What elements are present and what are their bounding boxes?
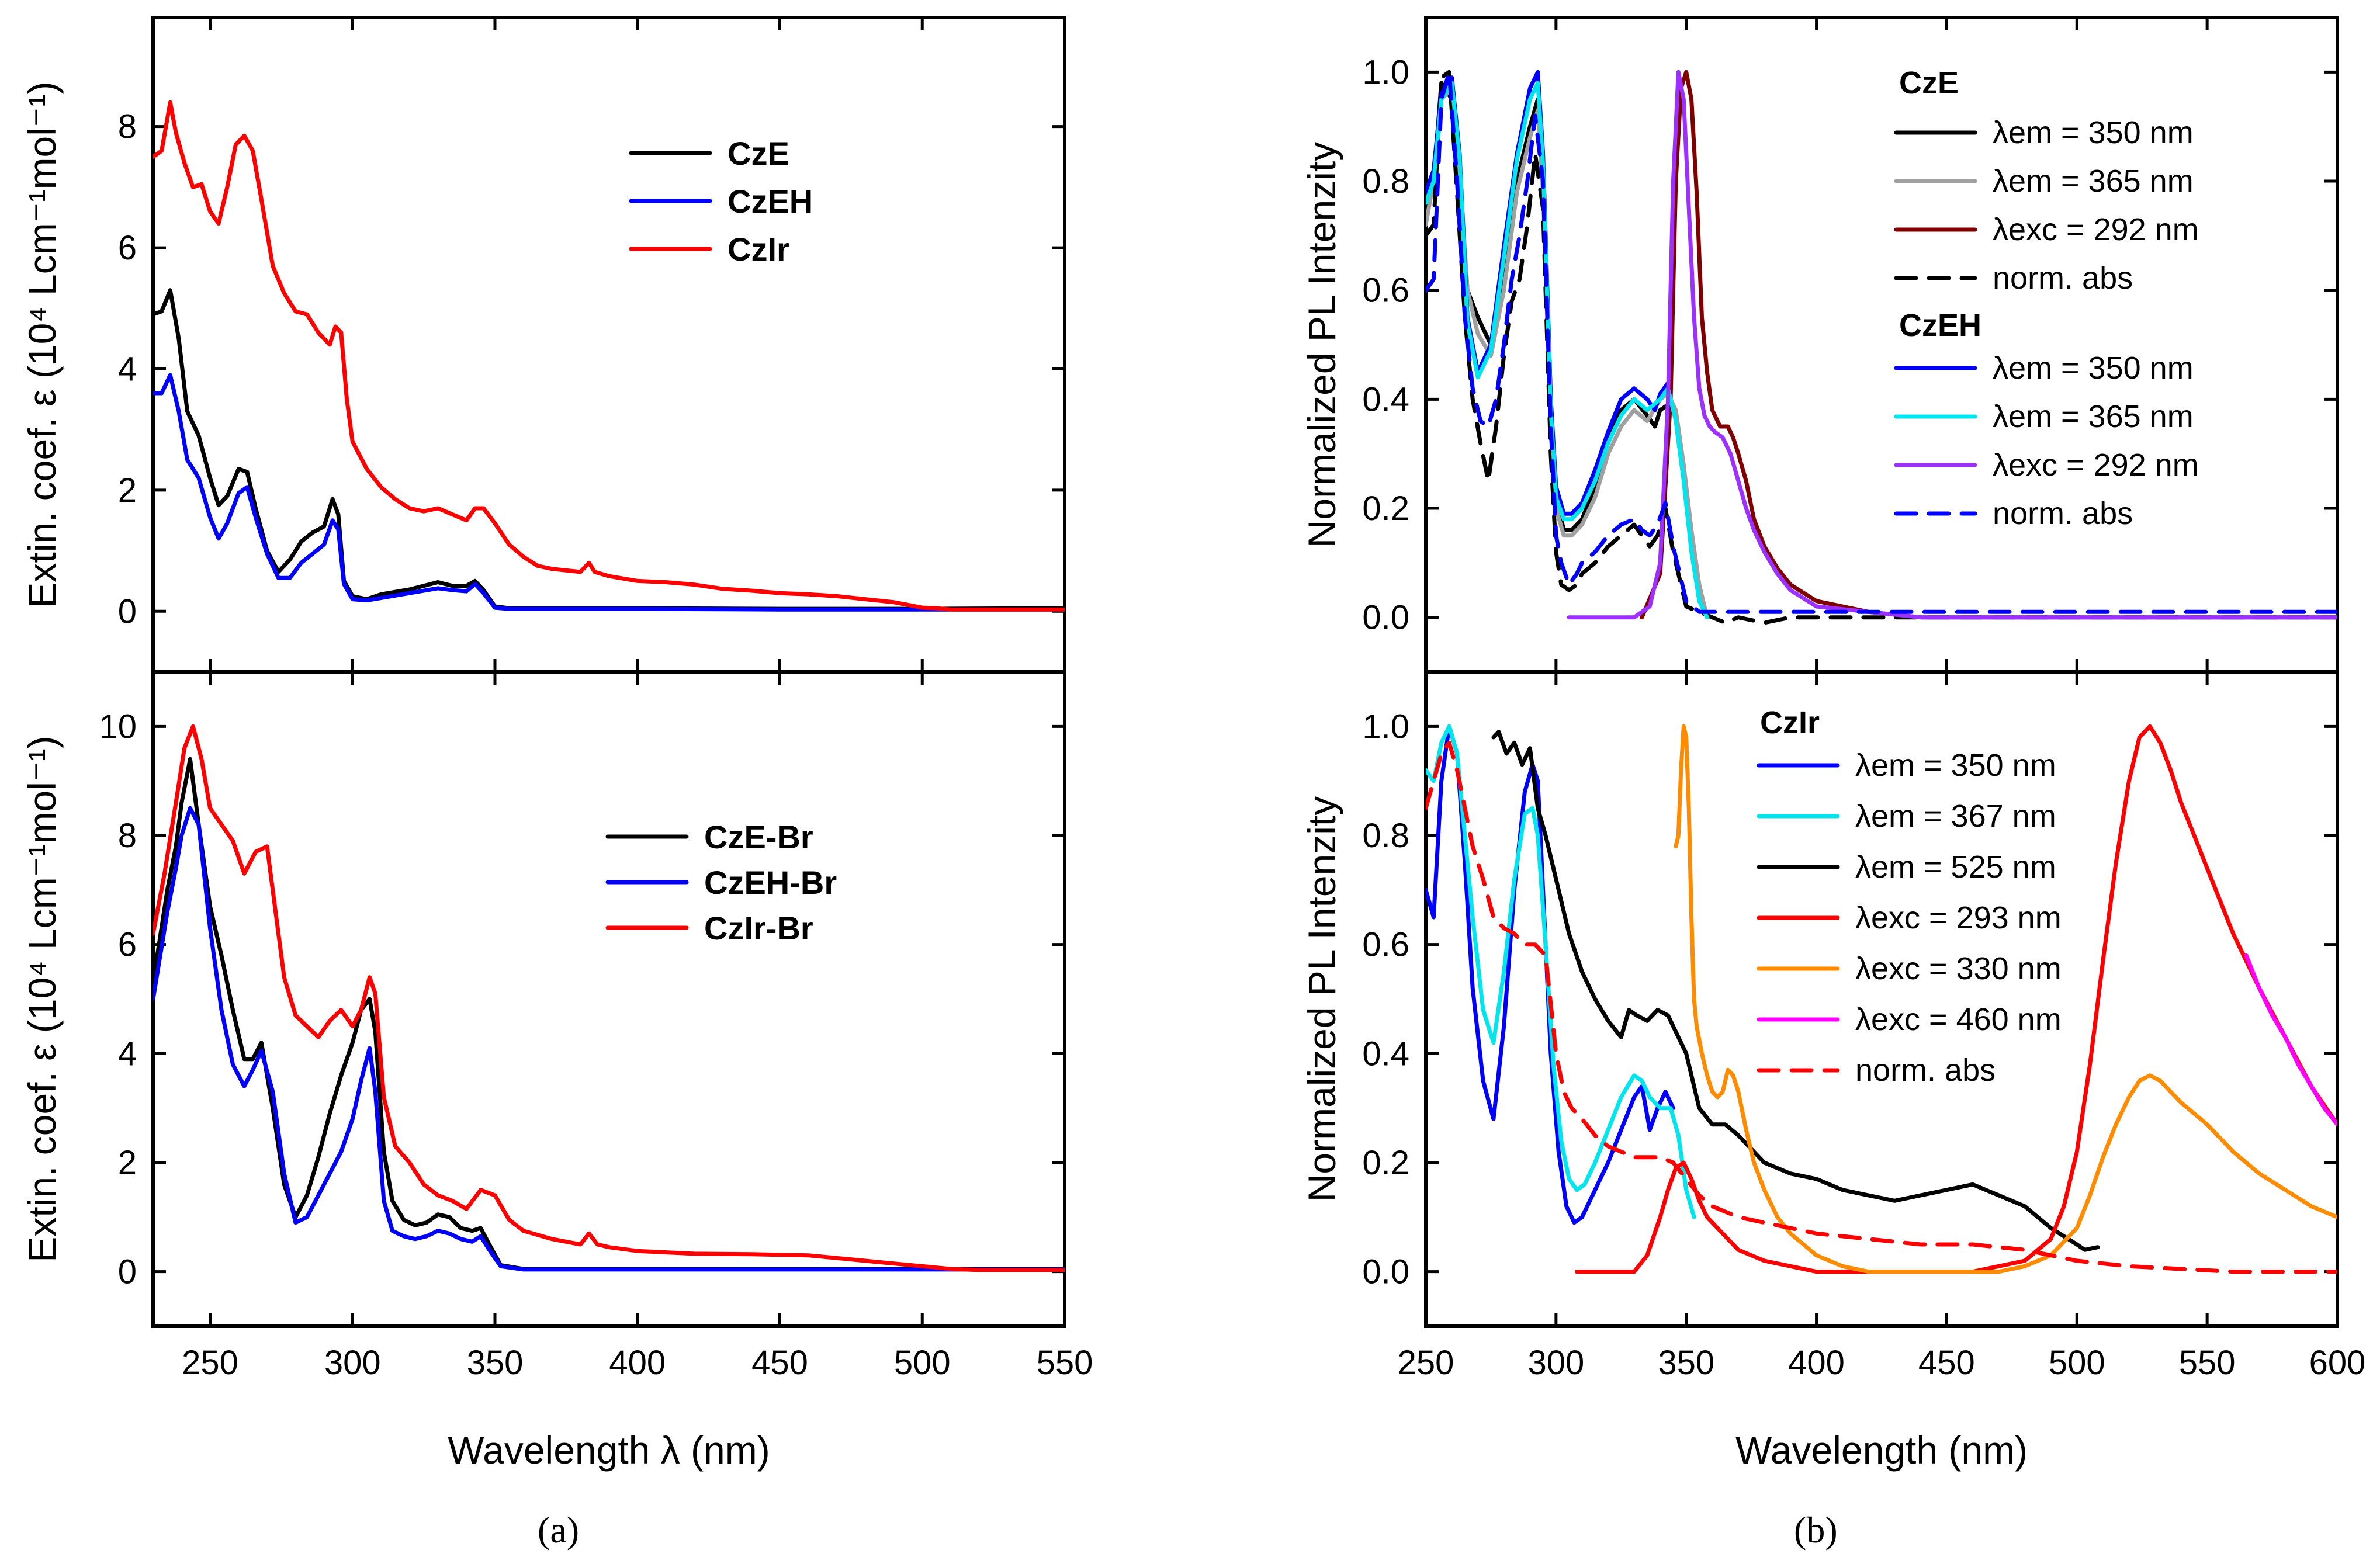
x-axis-label-a: Wavelength λ (nm) <box>448 1428 770 1472</box>
panel-caption-a: (a) <box>538 1509 579 1551</box>
legend-label-czir-br: CzIr-Br <box>704 910 813 946</box>
x-tick-label-a-bottom-3: 400 <box>609 1344 666 1382</box>
y-tick-label-a-top-3: 6 <box>118 229 137 267</box>
legend-group-cze: CzE <box>1899 65 1959 100</box>
series-line-b-bottom-3 <box>1575 724 2337 1274</box>
y-axis-label-a-bottom: Extin. coef. ε (10⁴ Lcm⁻¹mol⁻¹) <box>20 736 64 1262</box>
x-tick-label-b-bottom-3: 400 <box>1788 1344 1845 1382</box>
x-tick-label-b-bottom-7: 600 <box>2309 1344 2366 1382</box>
legend-b-bottom: CzIr λem = 350 nm λem = 367 nm λem = 525… <box>1757 705 2062 1088</box>
y-tick-label-b-top-4: 0.8 <box>1362 162 1409 200</box>
chart-b-top: 0.0 0.2 0.4 0.6 0.8 1.0 <box>1362 16 2339 674</box>
series-line-a-bottom-0 <box>153 757 1065 1271</box>
x-tick-label-b-bottom-1: 300 <box>1527 1344 1584 1382</box>
y-tick-label-b-bottom-2: 0.4 <box>1362 1035 1409 1073</box>
y-tick-label-b-top-0: 0.0 <box>1362 599 1409 637</box>
legend-a-bottom: CzE-Br CzEH-Br CzIr-Br <box>605 819 837 946</box>
legend-label-czir-exc460: λexc = 460 nm <box>1855 1002 2062 1037</box>
legend-b-top: CzE λem = 350 nm λem = 365 nm λexc = 292… <box>1894 65 2199 531</box>
chart-a-bottom: 0 2 4 6 8 10 250 300 350 400 450 500 550 <box>99 670 1093 1382</box>
legend-label-czeh: CzEH <box>727 183 813 220</box>
series-line-b-top-3 <box>1426 70 2337 625</box>
legend-label-czeh-abs: norm. abs <box>1993 496 2133 531</box>
legend-label-cze-em350: λem = 350 nm <box>1993 115 2194 150</box>
legend-label-czir-em367: λem = 367 nm <box>1855 799 2056 834</box>
series-line-b-top-7 <box>1426 70 2337 614</box>
y-tick-label-b-bottom-5: 1.0 <box>1362 708 1409 745</box>
y-tick-label-b-bottom-1: 0.2 <box>1362 1144 1409 1182</box>
x-tick-label-a-bottom-4: 450 <box>751 1344 808 1382</box>
series-line-b-top-6 <box>1567 70 2337 620</box>
plot-frame-b-bottom <box>1424 670 2339 1328</box>
x-tick-label-a-bottom-6: 550 <box>1037 1344 1093 1382</box>
series-line-a-top-2 <box>153 100 1065 612</box>
chart-b-bottom: 0.0 0.2 0.4 0.6 0.8 1.0 250 300 350 400 450 500 550 6… <box>1362 670 2366 1382</box>
panel-caption-b: (b) <box>1794 1509 1838 1551</box>
legend-group-czeh: CzEH <box>1899 308 1981 343</box>
series-line-b-bottom-1 <box>1426 724 1696 1219</box>
x-axis-label-b: Wavelength (nm) <box>1735 1428 2028 1472</box>
legend-label-cze-exc292: λexc = 292 nm <box>1993 212 2199 247</box>
x-tick-label-a-bottom-2: 350 <box>467 1344 524 1382</box>
legend-label-czir-em350: λem = 350 nm <box>1855 748 2056 783</box>
legend-label-cze-abs: norm. abs <box>1993 261 2133 296</box>
y-axis-label-a-top: Extin. coef. ε (10⁴ Lcm⁻¹mol⁻¹) <box>20 81 64 608</box>
x-tick-label-a-bottom-5: 500 <box>894 1344 951 1382</box>
y-tick-label-b-top-2: 0.4 <box>1362 380 1409 418</box>
legend-label-cze: CzE <box>727 135 789 172</box>
series-line-b-bottom-4 <box>1674 724 2337 1274</box>
legend-label-czir-em525: λem = 525 nm <box>1855 849 2056 885</box>
series-line-b-bottom-5 <box>2244 953 2337 1127</box>
y-tick-label-a-top-1: 2 <box>118 471 137 509</box>
y-tick-label-b-top-5: 1.0 <box>1362 53 1409 91</box>
legend-a-top: CzE CzEH CzIr <box>629 135 813 268</box>
y-tick-label-a-bottom-2: 4 <box>118 1035 137 1073</box>
series-line-b-bottom-2 <box>1491 730 2100 1252</box>
legend-label-czir-abs: norm. abs <box>1855 1053 1996 1088</box>
x-tick-label-b-bottom-6: 550 <box>2179 1344 2236 1382</box>
y-tick-label-a-bottom-4: 8 <box>118 817 137 855</box>
x-tick-label-b-bottom-0: 250 <box>1398 1344 1454 1382</box>
legend-label-czeh-em350: λem = 350 nm <box>1993 351 2194 386</box>
y-axis-label-b-bottom: Normalized PL Intenzity <box>1300 796 1343 1202</box>
y-tick-label-a-top-4: 8 <box>118 108 137 146</box>
series-line-a-top-1 <box>153 373 1065 612</box>
y-tick-label-b-top-3: 0.6 <box>1362 272 1409 310</box>
legend-group-czir: CzIr <box>1760 705 1820 740</box>
series-line-b-bottom-6 <box>1426 740 2337 1274</box>
legend-label-czir-exc330: λexc = 330 nm <box>1855 951 2062 986</box>
legend-label-cze-br: CzE-Br <box>704 819 813 855</box>
legend-label-czir-exc293: λexc = 293 nm <box>1855 900 2062 935</box>
y-tick-label-a-bottom-3: 6 <box>118 926 137 964</box>
series-line-a-bottom-2 <box>153 724 1065 1272</box>
y-tick-label-b-bottom-0: 0.0 <box>1362 1253 1409 1291</box>
y-tick-label-a-bottom-5: 10 <box>99 708 137 745</box>
legend-label-czeh-em365: λem = 365 nm <box>1993 399 2194 434</box>
y-axis-label-b-top: Normalized PL Intenzity <box>1300 142 1343 548</box>
x-tick-label-b-bottom-2: 350 <box>1658 1344 1714 1382</box>
legend-label-czeh-br: CzEH-Br <box>704 864 837 901</box>
y-tick-label-a-top-2: 4 <box>118 350 137 388</box>
legend-label-czir: CzIr <box>727 231 789 268</box>
x-tick-label-b-bottom-4: 450 <box>1918 1344 1975 1382</box>
chart-a-top: 0 2 4 6 8 <box>118 16 1066 674</box>
legend-label-czeh-exc292: λexc = 292 nm <box>1993 448 2199 483</box>
y-tick-label-a-top-0: 0 <box>118 592 137 630</box>
x-tick-label-a-bottom-0: 250 <box>182 1344 238 1382</box>
x-tick-label-b-bottom-5: 500 <box>2049 1344 2105 1382</box>
y-tick-label-a-bottom-0: 0 <box>118 1253 137 1291</box>
y-tick-label-a-bottom-1: 2 <box>118 1144 137 1182</box>
y-tick-label-b-top-1: 0.2 <box>1362 490 1409 528</box>
y-tick-label-b-bottom-4: 0.8 <box>1362 817 1409 855</box>
series-line-a-bottom-1 <box>153 806 1065 1272</box>
y-tick-label-b-bottom-3: 0.6 <box>1362 926 1409 964</box>
legend-label-cze-em365: λem = 365 nm <box>1993 164 2194 199</box>
x-tick-label-a-bottom-1: 300 <box>324 1344 381 1382</box>
